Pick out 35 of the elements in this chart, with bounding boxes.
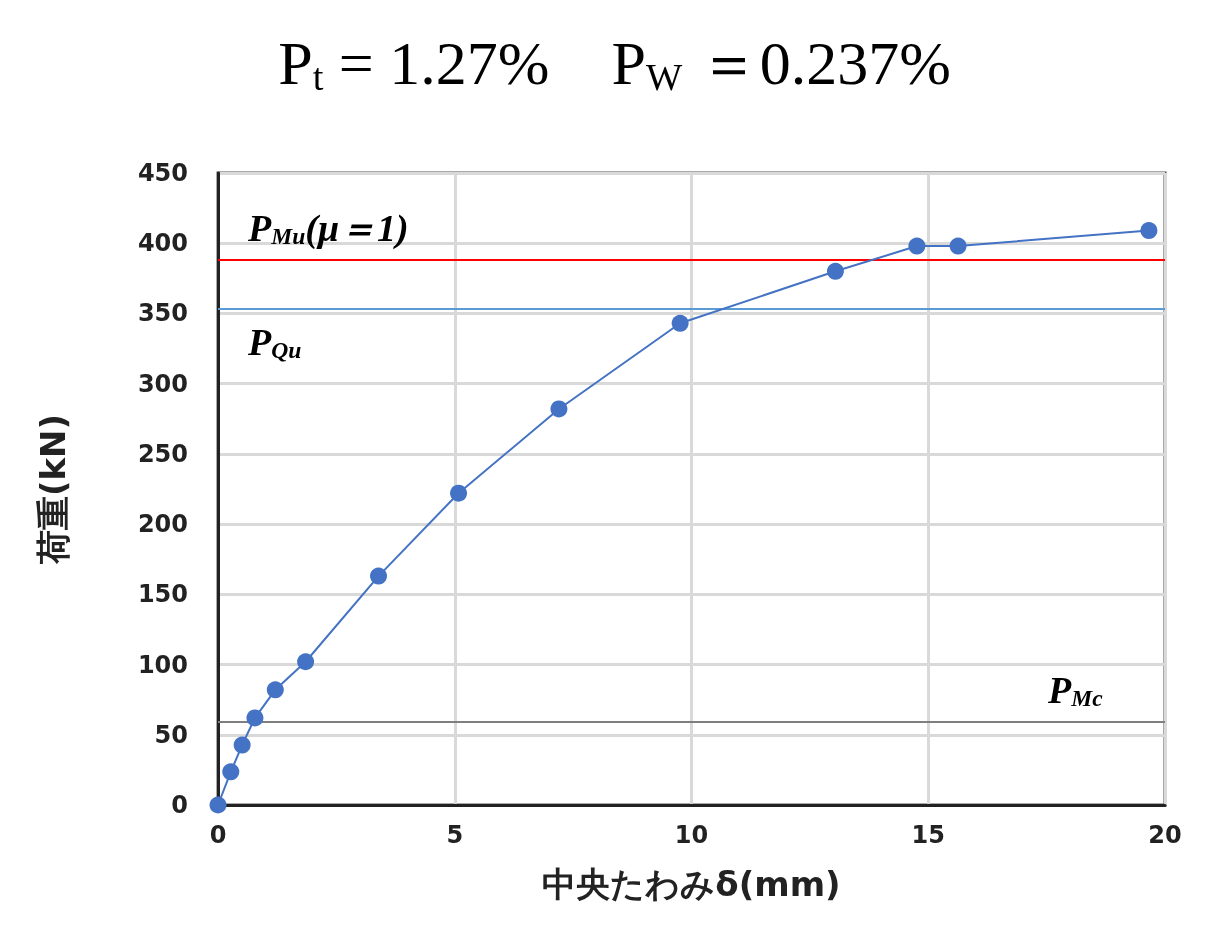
- point: [266, 681, 284, 699]
- point: [233, 736, 251, 754]
- y-tick-label: 400: [137, 229, 188, 258]
- point: [209, 796, 227, 814]
- y-tick-label: 200: [137, 510, 188, 539]
- x-tick-label: 5: [446, 821, 464, 849]
- point: [222, 763, 240, 781]
- y-tick-label: 300: [137, 369, 188, 398]
- y-axis-title: 荷重(kN): [33, 413, 73, 566]
- point: [908, 237, 926, 255]
- point: [370, 567, 388, 585]
- x-axis-title: 中央たわみδ(mm): [542, 864, 841, 904]
- point: [949, 237, 967, 255]
- point: [450, 484, 468, 502]
- x-tick-label: 0: [209, 821, 227, 849]
- y-tick-label: 350: [137, 299, 188, 328]
- y-tick-label: 0: [171, 791, 188, 819]
- chart-title: Pt = 1.27% PW ＝0.237%: [278, 28, 951, 98]
- point: [826, 262, 844, 280]
- point: [246, 709, 264, 727]
- point: [550, 400, 568, 418]
- y-tick-label: 250: [137, 439, 188, 468]
- ref-line-label: PMu(μ＝1): [247, 206, 409, 250]
- point: [297, 653, 315, 671]
- y-tick-label: 150: [137, 580, 188, 609]
- ref-line-label: PQu: [247, 320, 302, 364]
- ref-line-label: PMc: [1047, 668, 1104, 712]
- y-tick-label: 100: [137, 650, 188, 679]
- point: [671, 314, 689, 332]
- x-tick-label: 15: [911, 821, 945, 849]
- x-tick-label: 10: [674, 821, 709, 849]
- x-tick-label: 20: [1148, 821, 1182, 849]
- y-tick-label: 50: [154, 720, 188, 749]
- y-tick-label: 450: [137, 159, 188, 187]
- point: [1140, 222, 1158, 240]
